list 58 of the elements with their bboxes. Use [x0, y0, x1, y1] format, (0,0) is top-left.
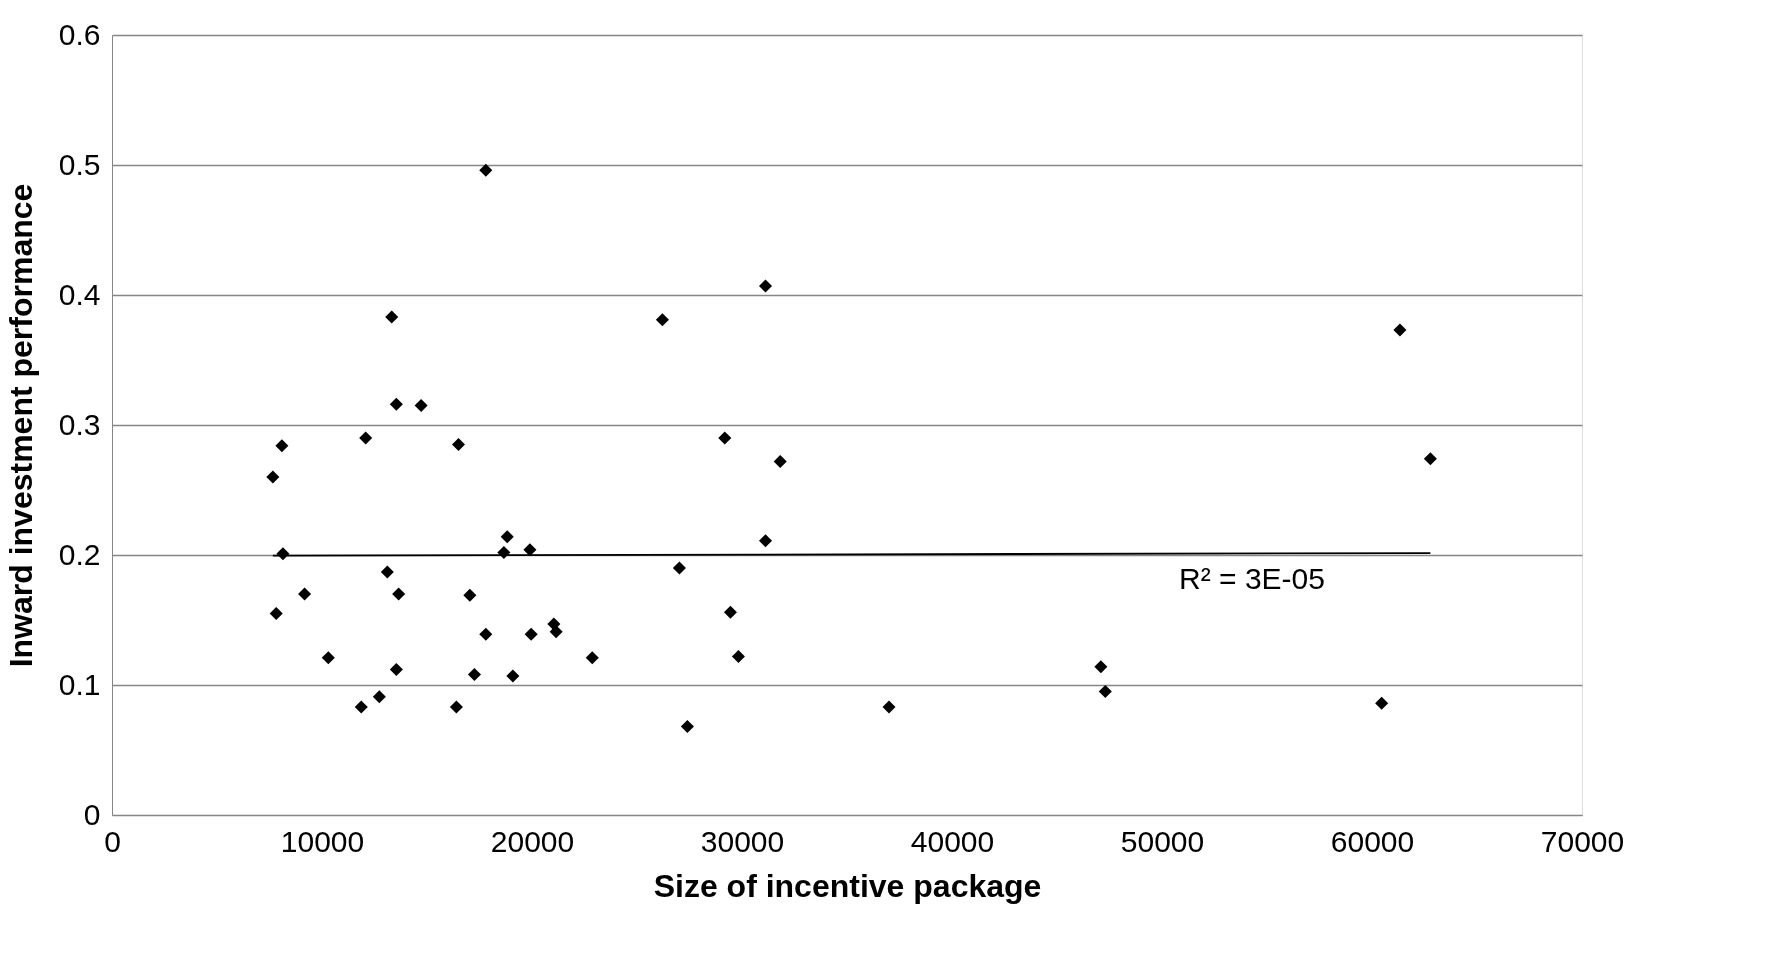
point: [451, 437, 466, 452]
x-tick-label: 70000: [1540, 824, 1625, 858]
y-tick-label: 0: [83, 797, 101, 831]
y-tick-label: 0.4: [58, 277, 101, 311]
point: [463, 588, 477, 602]
point: [524, 627, 538, 641]
point: [882, 700, 896, 714]
point: [275, 439, 289, 453]
point: [759, 534, 773, 548]
x-axis-title: Size of incentive package: [653, 867, 1042, 904]
x-tick-label: 20000: [490, 824, 575, 858]
y-axis-title: Inward investment performance: [2, 183, 39, 668]
point: [266, 470, 280, 484]
point: [718, 431, 732, 445]
point: [392, 587, 406, 601]
point: [1098, 684, 1112, 699]
point: [523, 543, 537, 557]
point: [479, 163, 493, 177]
point: [467, 668, 481, 682]
x-tick-label: 60000: [1330, 824, 1415, 858]
point: [269, 606, 283, 621]
y-tick-label: 0.3: [58, 407, 101, 441]
point: [372, 690, 386, 704]
point: [1423, 452, 1437, 466]
point: [385, 310, 399, 324]
x-tick-label: 30000: [700, 824, 785, 858]
point: [731, 649, 745, 663]
y-tick-label: 0.5: [58, 147, 101, 181]
point: [672, 561, 686, 575]
annotation: R² = 3E-05: [1179, 562, 1325, 595]
x-tick-label: 10000: [280, 824, 365, 858]
point: [585, 651, 599, 665]
point: [479, 627, 493, 641]
point: [380, 565, 394, 579]
point: [506, 669, 520, 683]
x-tick-label: 50000: [1120, 824, 1205, 858]
point: [549, 625, 563, 639]
point: [773, 454, 787, 468]
point: [449, 700, 463, 714]
point: [1094, 660, 1108, 674]
point: [354, 700, 368, 714]
point: [389, 397, 403, 411]
point: [1393, 323, 1407, 337]
point: [655, 313, 669, 327]
y-tick-label: 0.2: [58, 537, 101, 571]
point: [500, 530, 514, 544]
point: [723, 605, 737, 619]
point: [759, 279, 773, 293]
y-tick-label: 0.1: [58, 667, 101, 701]
point: [1375, 696, 1389, 710]
point: [389, 662, 403, 676]
x-tick-label: 40000: [910, 824, 995, 858]
point: [680, 720, 694, 734]
point: [321, 651, 335, 665]
y-tick-label: 0.6: [58, 17, 101, 51]
point: [359, 431, 373, 445]
point: [414, 398, 428, 413]
point: [298, 587, 312, 601]
